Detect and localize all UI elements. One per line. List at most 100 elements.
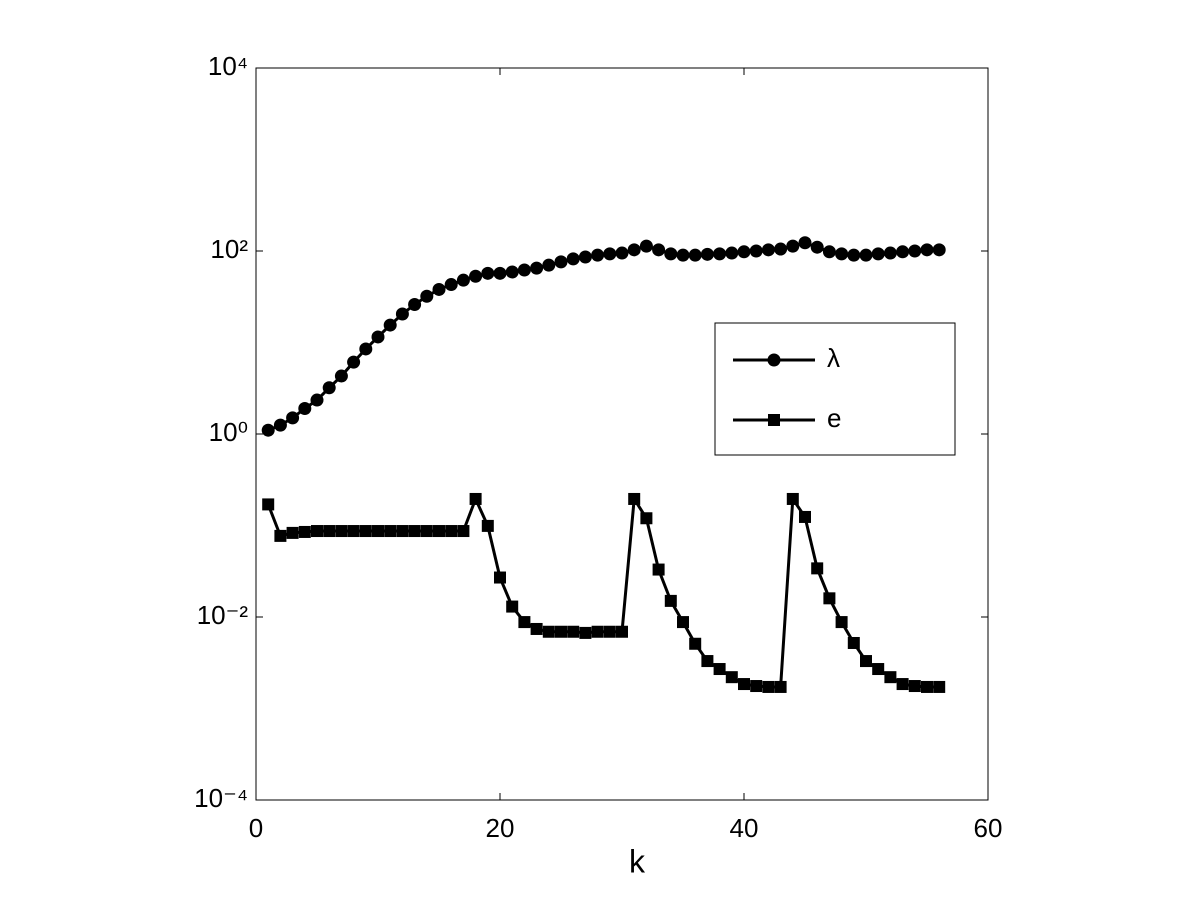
marker xyxy=(725,246,739,260)
marker xyxy=(383,318,397,332)
marker xyxy=(432,282,446,296)
marker xyxy=(884,671,897,684)
marker xyxy=(676,248,690,262)
marker xyxy=(310,393,324,407)
marker xyxy=(701,655,714,668)
marker xyxy=(603,247,617,261)
marker xyxy=(774,242,788,256)
x-tick-label: 0 xyxy=(249,813,263,843)
x-axis-label: k xyxy=(629,843,646,879)
marker xyxy=(273,418,287,432)
marker xyxy=(591,625,604,638)
marker xyxy=(640,512,653,525)
marker xyxy=(872,663,885,676)
marker xyxy=(774,680,787,693)
marker xyxy=(664,594,677,607)
marker xyxy=(822,245,836,259)
marker xyxy=(322,381,336,395)
marker xyxy=(481,266,495,280)
marker xyxy=(384,525,397,538)
marker xyxy=(530,261,544,275)
marker xyxy=(323,525,336,538)
marker xyxy=(359,342,373,356)
marker xyxy=(762,680,775,693)
marker xyxy=(860,655,872,668)
marker xyxy=(725,671,738,684)
marker xyxy=(518,616,531,629)
marker xyxy=(433,525,445,538)
marker xyxy=(786,239,800,253)
marker xyxy=(677,616,689,629)
marker xyxy=(859,248,873,262)
marker xyxy=(261,423,275,437)
marker xyxy=(932,243,946,257)
marker xyxy=(615,246,629,260)
marker xyxy=(493,266,507,280)
marker xyxy=(896,678,909,691)
x-tick-label: 20 xyxy=(486,813,515,843)
marker xyxy=(652,243,666,257)
marker xyxy=(566,252,580,266)
marker xyxy=(311,525,323,538)
marker xyxy=(567,625,580,638)
marker xyxy=(688,248,702,262)
marker xyxy=(639,239,653,253)
marker xyxy=(799,510,811,523)
marker xyxy=(749,244,763,258)
marker xyxy=(555,625,567,638)
marker xyxy=(664,247,678,261)
legend-label: λ xyxy=(827,343,840,373)
marker xyxy=(554,255,568,269)
marker xyxy=(395,307,409,321)
marker xyxy=(334,369,348,383)
marker xyxy=(847,636,860,649)
marker xyxy=(847,248,861,262)
y-tick-label: 10² xyxy=(210,234,248,264)
marker xyxy=(542,625,555,638)
marker xyxy=(371,330,385,344)
marker xyxy=(481,519,494,532)
y-tick-label: 10⁻⁴ xyxy=(194,783,248,813)
marker xyxy=(286,411,300,425)
marker xyxy=(372,525,384,538)
marker xyxy=(908,244,922,258)
marker xyxy=(408,525,421,538)
marker xyxy=(767,353,781,367)
marker xyxy=(811,562,824,575)
x-tick-label: 40 xyxy=(730,813,759,843)
marker xyxy=(835,616,848,629)
marker xyxy=(603,625,616,638)
marker xyxy=(823,592,836,605)
marker xyxy=(768,414,780,426)
marker xyxy=(579,626,592,639)
marker xyxy=(494,571,506,584)
marker xyxy=(628,492,641,505)
y-tick-label: 10⁻² xyxy=(197,600,249,630)
marker xyxy=(444,278,458,292)
marker xyxy=(274,529,287,542)
marker xyxy=(713,247,727,261)
marker xyxy=(262,498,275,511)
marker xyxy=(445,525,458,538)
marker xyxy=(286,526,299,539)
marker xyxy=(798,236,812,250)
marker xyxy=(298,525,311,538)
marker xyxy=(420,289,434,303)
marker xyxy=(908,680,921,693)
marker xyxy=(457,525,470,538)
marker xyxy=(750,680,763,693)
marker xyxy=(737,245,751,259)
marker xyxy=(578,250,592,264)
marker xyxy=(713,663,726,676)
marker xyxy=(517,263,531,277)
marker xyxy=(420,525,433,538)
marker xyxy=(835,247,849,261)
marker xyxy=(469,269,483,283)
marker xyxy=(700,247,714,261)
marker xyxy=(896,245,910,259)
marker xyxy=(456,273,470,287)
marker xyxy=(616,625,628,638)
marker xyxy=(921,680,933,693)
marker xyxy=(933,680,946,693)
